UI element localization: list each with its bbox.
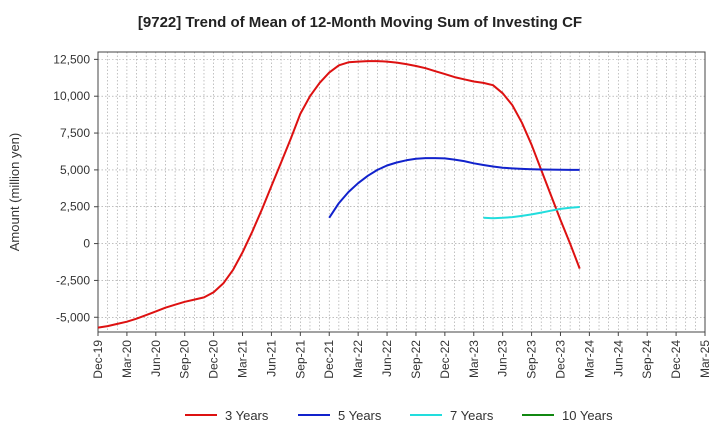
series-line-5-years <box>328 157 580 219</box>
x-tick-label: Mar-20 <box>120 340 134 378</box>
legend-label: 10 Years <box>562 408 613 423</box>
chart-title: [9722] Trend of Mean of 12-Month Moving … <box>137 14 583 31</box>
x-tick-label: Mar-22 <box>351 340 365 378</box>
y-tick-label: 10,000 <box>53 89 90 103</box>
x-tick-label: Mar-23 <box>467 340 481 378</box>
y-axis-label: Amount (million yen) <box>7 133 22 252</box>
x-tick-label: Sep-22 <box>409 340 423 379</box>
y-tick-label: 7,500 <box>60 126 90 140</box>
y-tick-label: 2,500 <box>60 200 90 214</box>
y-tick-label: -2,500 <box>56 273 90 287</box>
y-tick-label: 12,500 <box>53 52 90 66</box>
plot-frame <box>97 51 706 333</box>
series-layer <box>97 60 581 329</box>
x-tick-label: Dec-24 <box>669 340 683 379</box>
y-tick-label: 5,000 <box>60 163 90 177</box>
series-line-7-years <box>483 206 580 220</box>
x-tick-label: Jun-22 <box>380 340 394 377</box>
x-tick-label: Dec-19 <box>91 340 105 379</box>
axes-layer: 12,500 10,000 7,500 5,000 2,500 0 -2,500 -5,000… <box>7 51 712 379</box>
x-tick-label: Dec-23 <box>553 340 567 379</box>
x-tick-label: Dec-22 <box>438 340 452 379</box>
x-tick-label: Dec-21 <box>322 340 336 379</box>
x-tick-label: Jun-23 <box>496 340 510 377</box>
legend-label: 7 Years <box>450 408 494 423</box>
x-tick-label: Sep-24 <box>640 340 654 379</box>
x-tick-label: Mar-25 <box>698 340 712 378</box>
y-tick-label: 0 <box>83 237 90 251</box>
grid-layer <box>97 52 706 332</box>
x-tick-label: Mar-21 <box>236 340 250 378</box>
legend-label: 5 Years <box>338 408 382 423</box>
x-tick-label: Sep-21 <box>293 340 307 379</box>
x-tick-label: Jun-21 <box>264 340 278 377</box>
x-tick-label: Jun-20 <box>149 340 163 377</box>
legend-layer: 3 Years 5 Years 7 Years 10 Years <box>185 408 613 423</box>
x-tick-label: Jun-24 <box>611 340 625 377</box>
x-tick-label: Dec-20 <box>207 340 221 379</box>
x-tick-label: Mar-24 <box>582 340 596 378</box>
legend-label: 3 Years <box>225 408 269 423</box>
y-tick-label: -5,000 <box>56 310 90 324</box>
x-tick-label: Sep-23 <box>525 340 539 379</box>
x-tick-label: Sep-20 <box>178 340 192 379</box>
series-line-3-years <box>97 60 581 329</box>
